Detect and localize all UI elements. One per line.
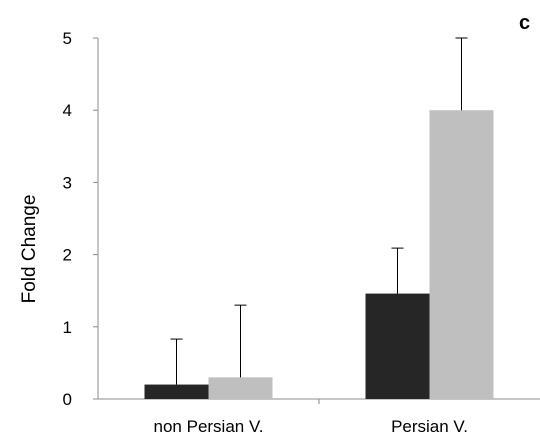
panel-label: c [519,12,530,34]
bars [144,110,494,399]
bar [365,293,430,399]
y-tick-label: 0 [63,390,72,409]
y-tick-label: 4 [63,101,72,120]
x-tick-label: non Persian V. [154,417,264,436]
bar [208,377,273,399]
x-tick-label: Persian V. [391,417,468,436]
y-tick-label: 1 [63,318,72,337]
y-tick-label: 5 [63,29,72,48]
error-bars [170,37,468,385]
y-tick-label: 2 [63,246,72,265]
y-axis-label: Fold Change [19,195,40,304]
tick-labels: 0 1 2 3 4 5 non Persian V. Persian V. [63,29,468,436]
y-tick-label: 3 [63,173,72,192]
bar [144,384,209,399]
bar [429,110,494,399]
